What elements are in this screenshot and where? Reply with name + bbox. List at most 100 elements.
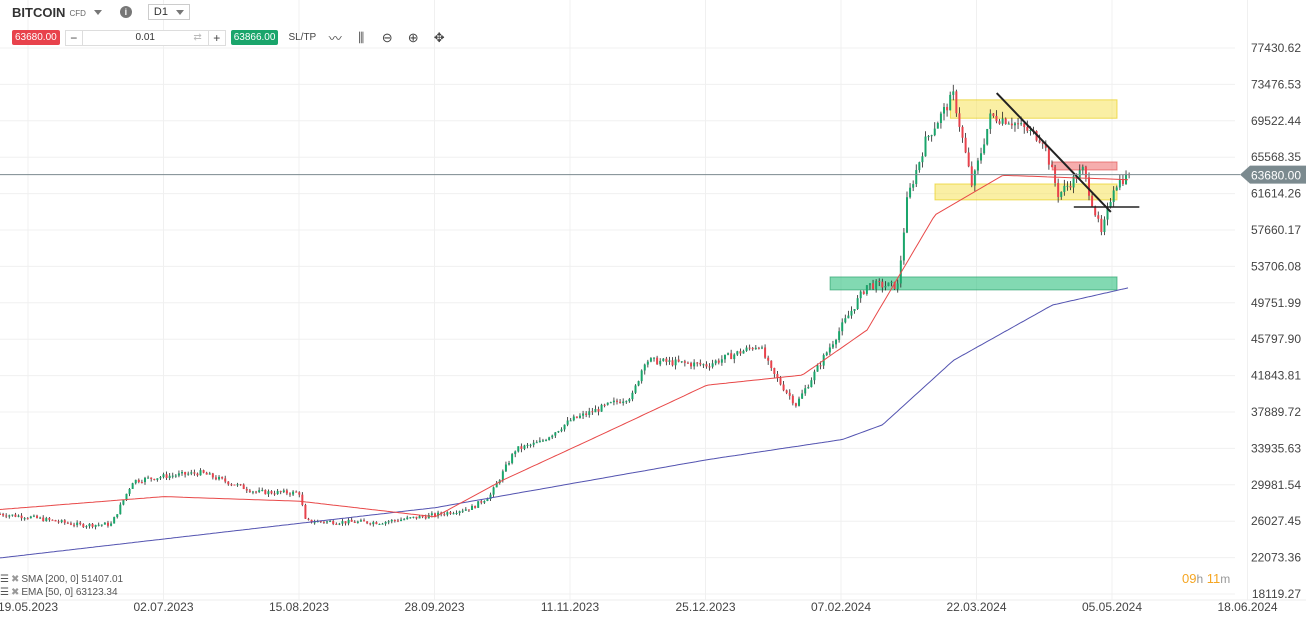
candle-body <box>720 359 723 363</box>
candle-body <box>446 512 449 515</box>
zoom-in-icon[interactable]: ⊕ <box>407 29 419 45</box>
candle-body <box>0 514 1 516</box>
candle-body <box>828 347 831 353</box>
candle-body <box>1112 190 1115 202</box>
quantity-stepper[interactable]: − 0.01 ⇄ + <box>64 29 226 46</box>
candle-body <box>486 499 489 502</box>
swap-icon[interactable]: ⇄ <box>193 32 202 43</box>
candle-body <box>23 518 26 520</box>
candle-body <box>372 522 375 525</box>
candle-body <box>961 126 964 138</box>
candle-body <box>690 363 693 367</box>
trade-bar: 63680.00 − 0.01 ⇄ + 63866.00 SL/TP 〰 ⫼ ⊖ … <box>12 28 446 47</box>
candle-body <box>628 399 631 402</box>
candle-body <box>637 381 640 386</box>
candle-body <box>798 398 801 406</box>
candle-body <box>686 362 689 364</box>
candle-body <box>322 521 325 523</box>
candle-body <box>91 523 94 527</box>
settings-icon[interactable]: ☰ <box>0 587 9 598</box>
candle-body <box>1017 123 1020 125</box>
increase-button[interactable]: + <box>213 30 221 45</box>
zoom-out-icon[interactable]: ⊖ <box>381 29 393 45</box>
timer-hours: 09 <box>1182 571 1197 586</box>
move-icon[interactable]: ✥ <box>433 29 445 45</box>
candle-body <box>461 510 464 512</box>
close-icon[interactable]: ✖ <box>10 587 20 598</box>
candle-body <box>273 493 276 495</box>
candle-body <box>680 361 683 363</box>
indicators-icon[interactable]: ⫼ <box>358 29 365 45</box>
candle-body <box>739 351 742 354</box>
candle-body <box>400 519 403 522</box>
candle-body <box>1026 127 1029 131</box>
candle-body <box>844 318 847 323</box>
candle-body <box>1041 142 1044 144</box>
quantity-input[interactable]: 0.01 ⇄ <box>81 30 209 45</box>
candle-body <box>387 521 390 523</box>
candle-body <box>887 282 890 287</box>
candle-body <box>862 291 865 294</box>
timeframe-select[interactable]: D1 <box>147 4 190 20</box>
quantity-value: 0.01 <box>135 32 155 43</box>
candle-body <box>545 440 548 442</box>
candle-body <box>1004 118 1007 124</box>
candle-timer: 09h 11m <box>1182 571 1230 586</box>
candle-body <box>933 128 936 136</box>
candle-body <box>801 393 804 399</box>
candle-body <box>29 516 32 519</box>
settings-icon[interactable]: ☰ <box>0 574 9 585</box>
candle-body <box>538 440 541 443</box>
y-tick-label: 33935.63 <box>1251 441 1301 455</box>
candle-body <box>2 514 5 516</box>
candle-body <box>433 513 436 517</box>
candle-body <box>131 483 134 489</box>
candle-body <box>677 359 680 362</box>
candle-body <box>147 477 150 479</box>
candle-body <box>88 523 91 527</box>
candle-body <box>594 409 597 413</box>
candle-body <box>156 478 159 480</box>
candle-body <box>603 404 606 406</box>
candle-body <box>520 446 523 449</box>
candle-body <box>1088 177 1091 196</box>
timer-minutes: 11 <box>1206 571 1221 586</box>
candle-body <box>279 491 282 493</box>
candle-body <box>791 395 794 404</box>
candle-body <box>326 521 329 523</box>
symbol-name[interactable]: BITCOIN <box>12 4 66 20</box>
candle-body <box>110 523 113 526</box>
indicator-ema[interactable]: ☰ ✖ EMA [50, 0] 63123.34 <box>0 586 123 599</box>
candle-body <box>779 378 782 385</box>
candle-body <box>751 348 754 350</box>
close-icon[interactable]: ✖ <box>10 574 20 585</box>
candle-body <box>42 517 45 522</box>
candle-body <box>409 517 412 519</box>
timer-h: h <box>1196 572 1204 586</box>
line-chart-icon[interactable]: 〰 <box>328 31 342 46</box>
candle-body <box>356 521 359 523</box>
candle-body <box>649 358 652 362</box>
candle-body <box>572 416 575 421</box>
symbol-dropdown-icon[interactable] <box>93 9 102 15</box>
candle-body <box>918 162 921 171</box>
sell-button[interactable]: 63680.00 <box>12 30 60 45</box>
indicator-sma[interactable]: ☰ ✖ SMA [200, 0] 51407.01 <box>0 573 123 586</box>
sltp-button[interactable]: SL/TP <box>288 32 317 43</box>
candle-body <box>1007 123 1010 125</box>
candle-body <box>875 281 878 289</box>
candle-body <box>295 491 298 493</box>
candle-body <box>1010 123 1013 126</box>
candle-body <box>727 353 730 355</box>
candle-body <box>344 521 347 524</box>
decrease-button[interactable]: − <box>70 30 78 45</box>
candle-body <box>517 446 520 452</box>
candle-body <box>1060 191 1063 197</box>
info-icon[interactable]: i <box>119 6 132 18</box>
buy-button[interactable]: 63866.00 <box>230 30 279 45</box>
candle-body <box>471 506 474 510</box>
candle-body <box>483 501 486 503</box>
candle-body <box>523 445 526 449</box>
candle-body <box>723 354 726 360</box>
